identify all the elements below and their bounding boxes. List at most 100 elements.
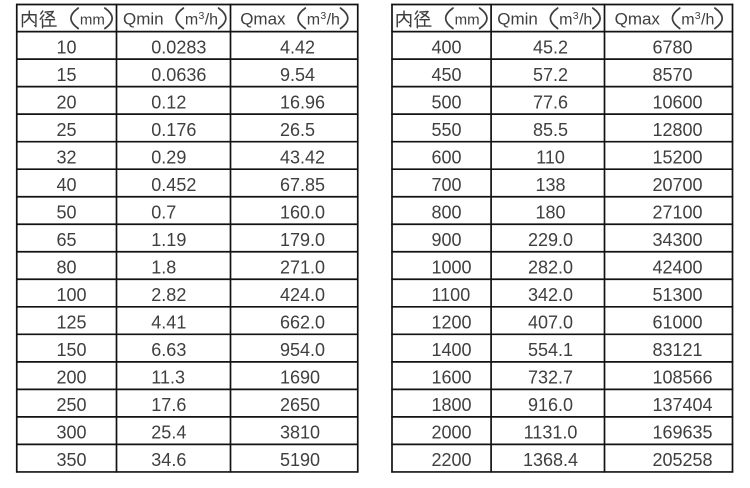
svg-text:554.1: 554.1: [528, 340, 573, 360]
svg-text:0.7: 0.7: [151, 203, 176, 223]
svg-text:2000: 2000: [432, 423, 472, 443]
svg-text:27100: 27100: [653, 203, 703, 223]
svg-text:Qmin: Qmin: [497, 10, 538, 29]
svg-text:450: 450: [432, 65, 462, 85]
svg-text:67.85: 67.85: [280, 175, 325, 195]
svg-text:300: 300: [57, 423, 87, 443]
svg-text:m: m: [681, 12, 694, 29]
svg-text:205258: 205258: [653, 450, 713, 470]
svg-text:15200: 15200: [653, 147, 703, 167]
svg-text:3: 3: [573, 10, 579, 22]
svg-text:25: 25: [57, 120, 77, 140]
svg-text:20700: 20700: [653, 175, 703, 195]
svg-text:40: 40: [57, 175, 77, 195]
svg-text:3810: 3810: [280, 423, 320, 443]
svg-text:108566: 108566: [653, 368, 713, 388]
svg-text:/h: /h: [579, 12, 592, 29]
svg-text:1400: 1400: [432, 340, 472, 360]
svg-text:17.6: 17.6: [151, 395, 186, 415]
svg-text:5190: 5190: [280, 450, 320, 470]
svg-text:3: 3: [695, 10, 701, 22]
svg-text:mm: mm: [455, 12, 480, 29]
svg-text:10: 10: [57, 37, 77, 57]
svg-text:1.8: 1.8: [151, 258, 176, 278]
svg-text:/h: /h: [327, 12, 340, 29]
svg-text:282.0: 282.0: [528, 258, 573, 278]
svg-text:85.5: 85.5: [533, 120, 568, 140]
svg-text:3: 3: [320, 10, 326, 22]
svg-text:1.19: 1.19: [151, 230, 186, 250]
svg-text:16.96: 16.96: [280, 92, 325, 112]
svg-text:0.176: 0.176: [151, 120, 196, 140]
svg-text:229.0: 229.0: [528, 230, 573, 250]
svg-text:2650: 2650: [280, 395, 320, 415]
svg-text:26.5: 26.5: [280, 120, 315, 140]
svg-text:4.41: 4.41: [151, 313, 186, 333]
svg-text:8570: 8570: [653, 65, 693, 85]
svg-text:1690: 1690: [280, 368, 320, 388]
svg-text:200: 200: [57, 368, 87, 388]
svg-text:1600: 1600: [432, 368, 472, 388]
svg-text:61000: 61000: [653, 313, 703, 333]
svg-text:1000: 1000: [432, 258, 472, 278]
svg-text:954.0: 954.0: [280, 340, 325, 360]
svg-text:350: 350: [57, 450, 87, 470]
svg-text:80: 80: [57, 258, 77, 278]
svg-text:6780: 6780: [653, 37, 693, 57]
svg-text:m: m: [307, 12, 320, 29]
svg-text:32: 32: [57, 147, 77, 167]
svg-text:20: 20: [57, 92, 77, 112]
svg-text:900: 900: [432, 230, 462, 250]
svg-text:0.29: 0.29: [151, 147, 186, 167]
svg-text:2200: 2200: [432, 450, 472, 470]
svg-text:9.54: 9.54: [280, 65, 315, 85]
svg-text:4.42: 4.42: [280, 37, 315, 57]
svg-text:0.0283: 0.0283: [151, 37, 206, 57]
svg-text:138: 138: [535, 175, 565, 195]
svg-text:Qmax: Qmax: [615, 10, 661, 29]
svg-text:100: 100: [57, 285, 87, 305]
svg-text:77.6: 77.6: [533, 92, 568, 112]
svg-text:424.0: 424.0: [280, 285, 325, 305]
svg-text:137404: 137404: [653, 395, 713, 415]
svg-text:1131.0: 1131.0: [524, 423, 578, 443]
svg-text:0.12: 0.12: [151, 92, 186, 112]
svg-text:1368.4: 1368.4: [523, 450, 578, 470]
svg-text:/h: /h: [701, 12, 714, 29]
svg-text:271.0: 271.0: [280, 258, 325, 278]
svg-text:51300: 51300: [653, 285, 703, 305]
svg-text:179.0: 179.0: [280, 230, 325, 250]
svg-text:125: 125: [57, 313, 87, 333]
svg-text:65: 65: [57, 230, 77, 250]
svg-text:180: 180: [535, 203, 565, 223]
svg-text:6.63: 6.63: [151, 340, 186, 360]
svg-text:342.0: 342.0: [528, 285, 573, 305]
svg-text:34300: 34300: [653, 230, 703, 250]
svg-text:1200: 1200: [432, 313, 472, 333]
svg-text:12800: 12800: [653, 120, 703, 140]
svg-text:mm: mm: [80, 12, 105, 29]
svg-text:m: m: [559, 12, 572, 29]
svg-text:34.6: 34.6: [151, 450, 186, 470]
svg-text:150: 150: [57, 340, 87, 360]
svg-text:Qmax: Qmax: [240, 10, 286, 29]
svg-text:662.0: 662.0: [280, 313, 325, 333]
svg-text:57.2: 57.2: [533, 65, 568, 85]
svg-text:Qmin: Qmin: [123, 10, 164, 29]
svg-text:3: 3: [198, 10, 204, 22]
svg-text:169635: 169635: [653, 423, 713, 443]
svg-text:1100: 1100: [432, 285, 471, 305]
svg-text:550: 550: [432, 120, 462, 140]
svg-text:160.0: 160.0: [280, 203, 325, 223]
svg-text:25.4: 25.4: [151, 423, 186, 443]
svg-text:600: 600: [432, 147, 462, 167]
svg-text:250: 250: [57, 395, 87, 415]
svg-text:407.0: 407.0: [528, 313, 573, 333]
svg-text:43.42: 43.42: [280, 147, 325, 167]
svg-text:m: m: [185, 12, 198, 29]
svg-text:0.452: 0.452: [151, 175, 196, 195]
svg-text:10600: 10600: [653, 92, 703, 112]
svg-text:400: 400: [432, 37, 462, 57]
svg-text:45.2: 45.2: [533, 37, 568, 57]
svg-text:15: 15: [57, 65, 77, 85]
